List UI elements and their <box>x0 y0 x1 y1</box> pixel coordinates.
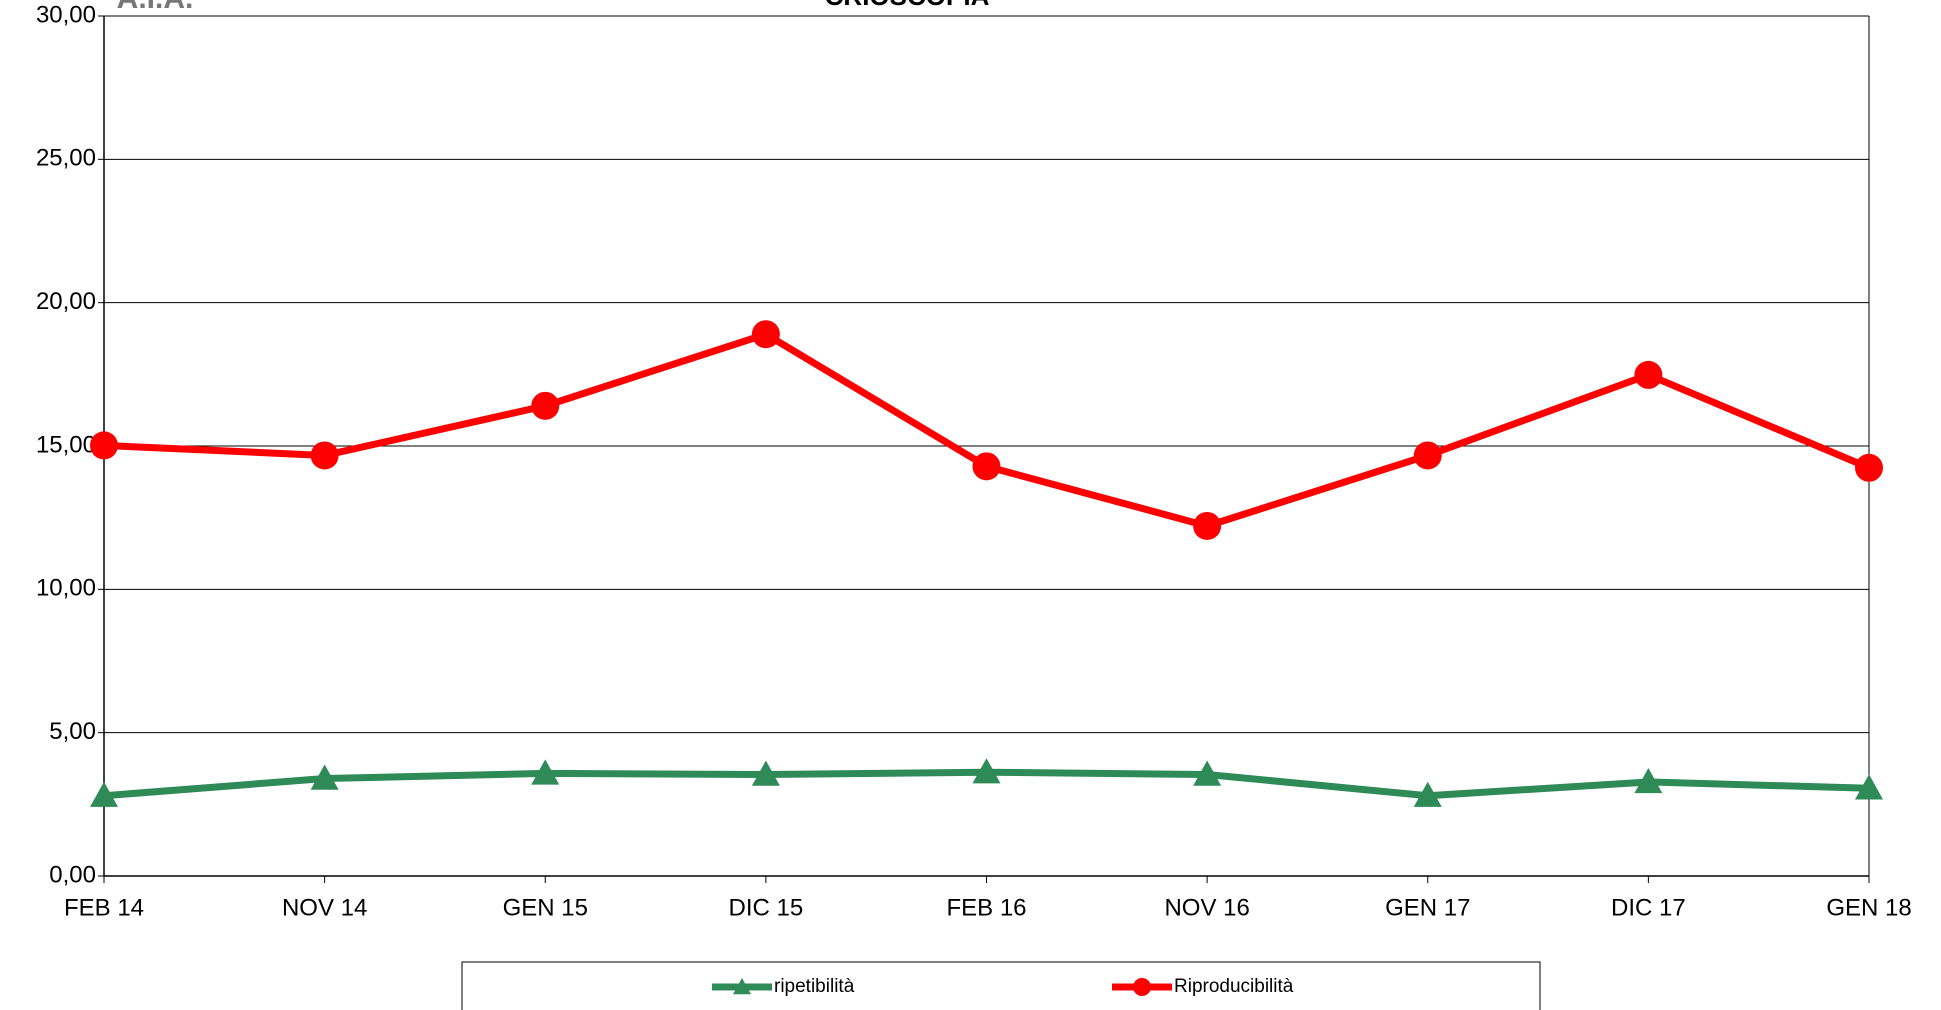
y-tick-label: 10,00 <box>36 575 96 602</box>
point <box>310 441 339 470</box>
point <box>1413 441 1442 470</box>
point <box>751 320 780 349</box>
point <box>972 452 1001 481</box>
point <box>310 764 339 790</box>
x-tick-label: DIC 17 <box>1611 894 1686 921</box>
point <box>1634 767 1663 794</box>
point <box>1855 453 1883 482</box>
y-tick-label: 15,00 <box>36 431 96 458</box>
point <box>972 758 1001 784</box>
x-tick-label: NOV 14 <box>282 894 367 921</box>
point <box>1193 760 1222 786</box>
x-tick-label: GEN 15 <box>503 894 588 921</box>
point <box>531 391 560 420</box>
point <box>1413 781 1442 807</box>
x-tick-label: NOV 16 <box>1164 894 1249 921</box>
point <box>1193 511 1222 540</box>
x-tick-label: FEB 14 <box>64 894 144 921</box>
x-tick-label: FEB 16 <box>946 894 1026 921</box>
point <box>751 760 780 786</box>
point <box>90 431 118 460</box>
y-tick-label: 0,00 <box>49 861 96 888</box>
legend-label: ripetibilità <box>774 976 855 997</box>
point <box>90 781 118 807</box>
point <box>1634 360 1663 389</box>
y-tick-label: 30,00 <box>36 1 96 28</box>
point <box>1855 774 1883 800</box>
x-tick-label: GEN 18 <box>1826 894 1911 921</box>
point <box>531 759 560 785</box>
point <box>1133 978 1151 996</box>
legend-label: Riproducibilità <box>1174 976 1294 997</box>
y-tick-label: 20,00 <box>36 288 96 315</box>
logo: A.I.A. <box>117 0 194 15</box>
chart-title: CRIOSCOPIA <box>825 0 990 11</box>
point <box>733 978 751 995</box>
y-tick-label: 25,00 <box>36 145 96 172</box>
series-line <box>103 330 1871 530</box>
x-tick-label: DIC 15 <box>729 894 804 921</box>
legend-box <box>461 961 1541 1010</box>
y-tick-label: 5,00 <box>49 718 96 745</box>
x-tick-label: GEN 17 <box>1385 894 1470 921</box>
